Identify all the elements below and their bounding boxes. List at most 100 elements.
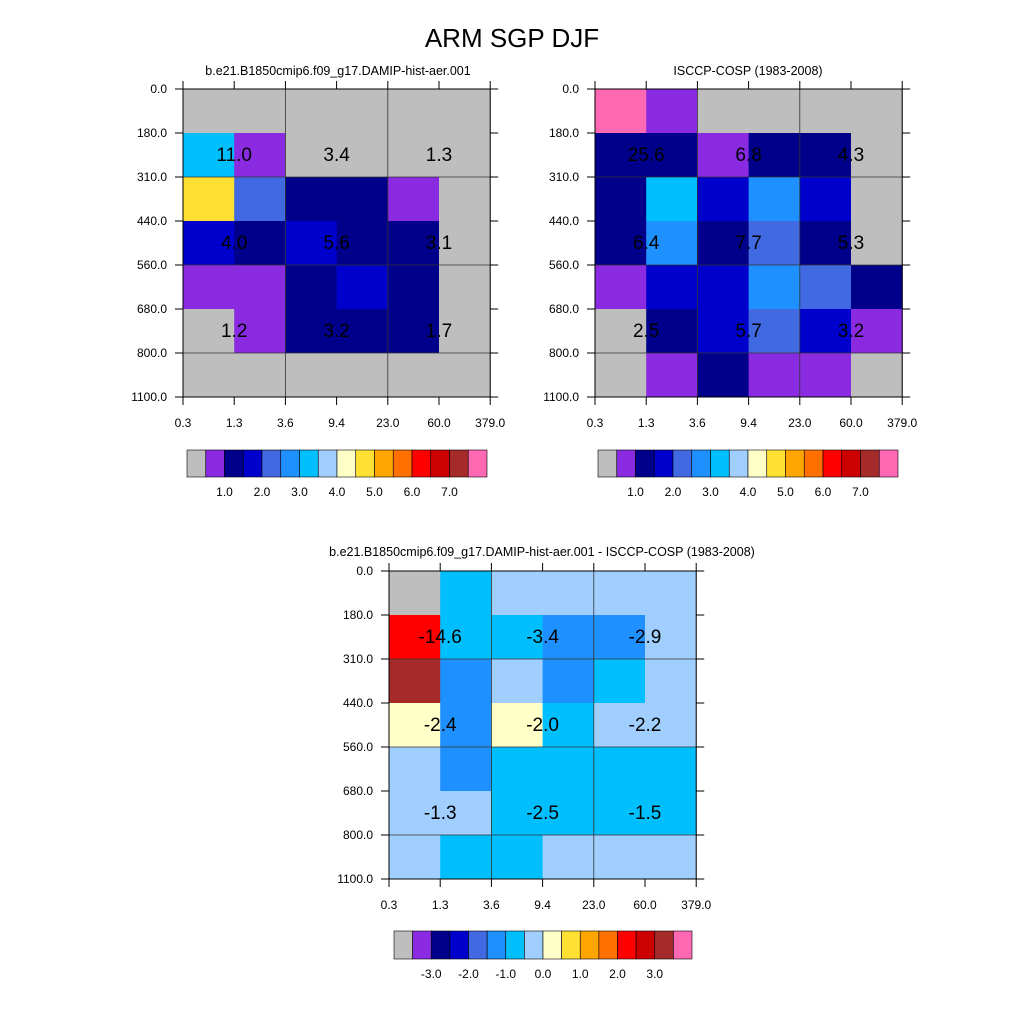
x-tick-label: 3.6 bbox=[483, 898, 500, 912]
heatmap-cell bbox=[336, 133, 389, 178]
heatmap-cell bbox=[851, 177, 903, 222]
colorbar-swatch bbox=[878, 449, 899, 478]
colorbar-swatch bbox=[224, 449, 244, 478]
heatmap-cell bbox=[646, 133, 698, 178]
colorbar-swatch bbox=[598, 930, 618, 960]
x-tick-label: 0.3 bbox=[587, 416, 604, 430]
heatmap-cell bbox=[595, 89, 647, 134]
heatmap-cell bbox=[285, 89, 338, 134]
heatmap-cell bbox=[595, 309, 647, 354]
heatmap-cell bbox=[851, 89, 903, 134]
heatmap-cell bbox=[595, 177, 647, 222]
colorbar-swatch bbox=[299, 449, 319, 478]
heatmap-cell bbox=[799, 265, 852, 310]
colorbar-label: 2.0 bbox=[665, 485, 682, 499]
heatmap-cell bbox=[748, 353, 801, 398]
heatmap-cell bbox=[645, 791, 697, 836]
heatmap-cell bbox=[748, 265, 801, 310]
heatmap-cell bbox=[285, 309, 338, 354]
heatmap-cell bbox=[851, 353, 903, 398]
cell-value-label: 5.3 bbox=[838, 233, 864, 254]
y-tick-label: 680.0 bbox=[549, 302, 579, 316]
x-tick-label: 379.0 bbox=[887, 416, 917, 430]
heatmap-cell bbox=[595, 221, 647, 266]
heatmap-cell bbox=[234, 221, 286, 266]
heatmap-cell bbox=[542, 747, 595, 792]
heatmap-cell bbox=[439, 309, 491, 354]
panel-obs-x-tick-labels: 0.3 1.3 3.6 9.4 23.0 60.0 379.0 bbox=[587, 416, 918, 430]
heatmap-cell bbox=[440, 791, 492, 836]
heatmap-cell bbox=[439, 353, 491, 398]
colorbar-label: 3.0 bbox=[291, 485, 308, 499]
colorbar-swatch bbox=[486, 930, 507, 960]
heatmap-cell bbox=[645, 571, 697, 616]
heatmap-cell bbox=[336, 265, 389, 310]
heatmap-cell bbox=[336, 221, 389, 266]
heatmap-cell bbox=[593, 791, 646, 836]
heatmap-cell bbox=[748, 309, 801, 354]
panel-obs: ISCCP-COSP (1983-2008) 25.6 6.8 4.3 6.4 7.7 5… bbox=[543, 64, 917, 499]
colorbar-swatch bbox=[374, 449, 394, 478]
colorbar-swatch bbox=[449, 930, 469, 960]
x-tick-label: 9.4 bbox=[740, 416, 757, 430]
heatmap-cell bbox=[439, 133, 491, 178]
y-tick-label: 440.0 bbox=[137, 214, 167, 228]
colorbar-swatch bbox=[653, 449, 674, 478]
heatmap-cell bbox=[595, 133, 647, 178]
panel-model-x-tick-labels: 0.3 1.3 3.6 9.4 23.0 60.0 379.0 bbox=[175, 416, 506, 430]
x-tick-label: 23.0 bbox=[376, 416, 400, 430]
y-tick-label: 800.0 bbox=[549, 346, 579, 360]
heatmap-cell bbox=[183, 353, 235, 398]
colorbar-swatch bbox=[393, 930, 413, 960]
colorbar-swatch bbox=[468, 930, 488, 960]
heatmap-cell bbox=[183, 89, 235, 134]
panel-diff-subtitle: b.e21.B1850cmip6.f09_g17.DAMIP-hist-aer.… bbox=[329, 545, 755, 559]
heatmap-cell bbox=[285, 177, 338, 222]
heatmap-cell bbox=[389, 791, 441, 836]
colorbar-swatch bbox=[261, 449, 282, 478]
y-tick-label: 440.0 bbox=[343, 696, 373, 710]
y-tick-label: 1100.0 bbox=[337, 872, 373, 886]
colorbar-label: 2.0 bbox=[609, 967, 626, 981]
heatmap-cell bbox=[645, 747, 697, 792]
heatmap-cell bbox=[595, 265, 647, 310]
heatmap-cell bbox=[646, 177, 698, 222]
x-tick-label: 0.3 bbox=[175, 416, 192, 430]
heatmap-cell bbox=[440, 571, 492, 616]
cell-value-label: 7.7 bbox=[735, 233, 761, 254]
colorbar-swatch bbox=[430, 930, 451, 960]
colorbar-swatch bbox=[654, 930, 674, 960]
heatmap-cell bbox=[387, 265, 440, 310]
colorbar-swatch bbox=[317, 449, 338, 478]
y-tick-label: 310.0 bbox=[137, 170, 167, 184]
colorbar-swatch bbox=[728, 449, 749, 478]
panel-diff: b.e21.B1850cmip6.f09_g17.DAMIP-hist-aer.… bbox=[329, 545, 755, 981]
colorbar-label: 2.0 bbox=[254, 485, 271, 499]
y-tick-label: 0.0 bbox=[562, 82, 579, 96]
cell-value-label: 6.4 bbox=[633, 233, 660, 254]
cell-value-label: -2.0 bbox=[526, 715, 559, 736]
colorbar-swatch bbox=[411, 449, 432, 478]
colorbar-swatch bbox=[766, 449, 786, 478]
colorbar-swatch bbox=[803, 449, 824, 478]
colorbar-swatch bbox=[691, 449, 711, 478]
heatmap-cell bbox=[748, 133, 801, 178]
heatmap-cell bbox=[389, 615, 441, 660]
heatmap-cell bbox=[387, 221, 440, 266]
heatmap-cell bbox=[439, 265, 491, 310]
heatmap-cell bbox=[234, 265, 286, 310]
y-tick-label: 180.0 bbox=[549, 126, 579, 140]
y-tick-label: 800.0 bbox=[343, 828, 373, 842]
heatmap-cell bbox=[595, 353, 647, 398]
panel-diff-cells bbox=[389, 571, 697, 880]
heatmap-cell bbox=[234, 133, 286, 178]
heatmap-cell bbox=[387, 309, 440, 354]
heatmap-cell bbox=[799, 89, 852, 134]
x-tick-label: 23.0 bbox=[582, 898, 606, 912]
colorbar-label: 1.0 bbox=[216, 485, 233, 499]
panel-model-y-tick-labels: 0.0 180.0 310.0 440.0 560.0 680.0 800.0 1100.0 bbox=[131, 82, 167, 404]
heatmap-cell bbox=[183, 221, 235, 266]
y-tick-label: 180.0 bbox=[137, 126, 167, 140]
heatmap-cell bbox=[389, 571, 441, 616]
